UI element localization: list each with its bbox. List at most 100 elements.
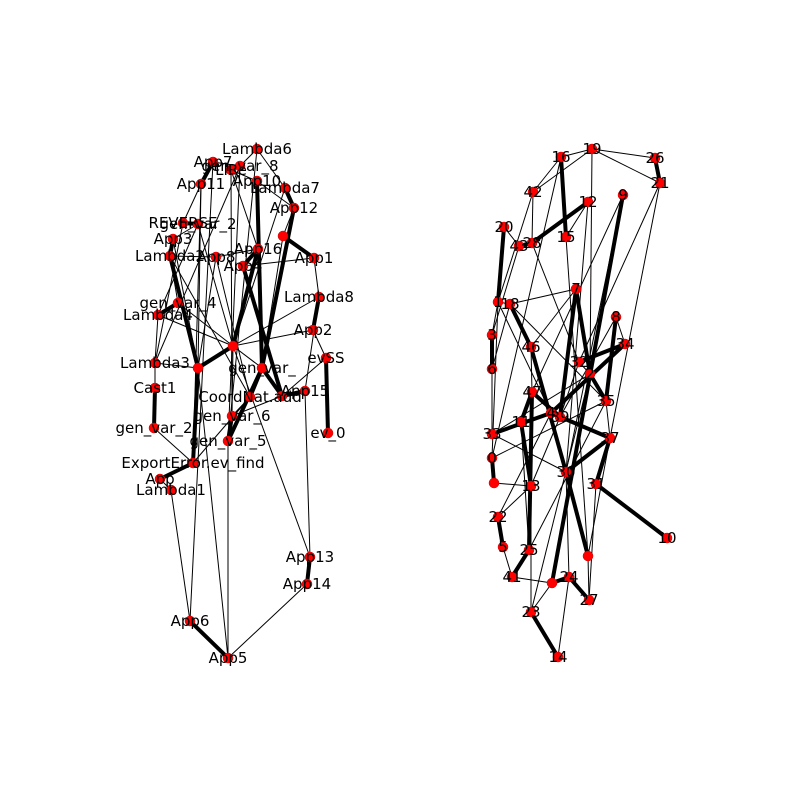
right-graph-label-26: 26	[645, 149, 664, 167]
right-graph-label-23: 23	[521, 603, 540, 621]
right-graph-edge	[550, 194, 625, 584]
right-graph-edge	[497, 301, 552, 414]
left-graph-edge	[241, 265, 284, 397]
left-graph-node-app5	[222, 652, 234, 664]
left-graph-node-app8	[210, 251, 222, 263]
left-graph-edge	[232, 345, 311, 558]
left-graph-edge	[230, 169, 259, 250]
left-graph-label-lambda6: Lambda6	[222, 140, 292, 158]
left-graph-node	[192, 362, 204, 374]
right-graph-node-11	[515, 416, 527, 428]
right-graph-edge	[509, 288, 577, 305]
left-graph-node	[277, 230, 289, 242]
right-graph-edge	[531, 191, 534, 244]
right-graph-label-21: 21	[650, 174, 669, 192]
right-graph-edge	[565, 201, 589, 238]
right-graph-edge	[491, 373, 591, 435]
right-graph-edge	[491, 245, 520, 336]
right-graph-label-1: 1	[493, 293, 503, 311]
right-graph-label-6: 6	[487, 360, 497, 378]
right-graph-edge	[565, 236, 589, 557]
right-graph-edge	[564, 471, 590, 557]
left-graph-label-app16: App16	[234, 240, 282, 258]
right-graph-edge	[557, 576, 570, 658]
right-graph-label-14: 14	[548, 648, 567, 666]
right-graph-edges	[490, 148, 669, 659]
right-graph-edge	[560, 148, 593, 158]
left-graph-edge	[168, 255, 200, 369]
right-graph-edge	[491, 301, 499, 336]
right-graph-edge	[530, 200, 590, 245]
left-graph-label-app8: App8	[197, 248, 236, 266]
left-graph-node-app3	[167, 233, 179, 245]
left-graph-edge	[324, 357, 330, 434]
right-graph-label-10: 10	[657, 529, 676, 547]
right-graph-label-43: 43	[509, 237, 528, 255]
left-graph-label-lambda2: Lambda2	[135, 247, 205, 265]
left-graph-label-gen-var-5: gen_var_5	[189, 432, 266, 451]
right-graph-node-41	[506, 571, 518, 583]
right-graph-edge	[589, 148, 593, 375]
left-graph-node-app14	[301, 578, 313, 590]
left-graph-node-app10	[251, 175, 263, 187]
right-graph-label-7: 7	[571, 280, 581, 298]
left-graph-label-app10: App10	[233, 172, 281, 190]
right-graph-node-23	[525, 606, 537, 618]
right-graph-label-9: 9	[618, 186, 628, 204]
right-graph-edge	[587, 555, 590, 601]
right-graph-node-20	[498, 221, 510, 233]
right-graph-node-7	[570, 283, 582, 295]
left-graph-edge	[170, 489, 191, 622]
right-graph-node-14	[552, 651, 564, 663]
right-graph-edge	[558, 288, 578, 418]
left-graph-edge	[154, 165, 241, 364]
left-graph-label-gen-var-6: gen_var_6	[193, 407, 270, 426]
right-graph-edge	[578, 342, 626, 364]
right-graph-edge	[591, 148, 656, 159]
left-graph-node-lambda6	[251, 143, 263, 155]
right-graph-label-11: 11	[511, 413, 530, 431]
left-graph-edge	[232, 187, 286, 347]
right-graph-edge	[594, 482, 669, 540]
right-graph-node-4	[545, 407, 557, 419]
right-graph-node-43	[513, 240, 525, 252]
right-graph-label-28: 28	[522, 234, 541, 252]
left-graph-label-gen-var-4: gen_var_4	[139, 294, 216, 313]
right-graph-label-13: 13	[521, 477, 540, 495]
left-graph-label-app7: App7	[194, 153, 233, 171]
right-graph-edge	[530, 582, 553, 613]
right-graph-node-32	[573, 356, 585, 368]
left-graph-node-app15	[299, 385, 311, 397]
left-graph-node-app11	[195, 178, 207, 190]
right-graph-edge	[565, 201, 589, 473]
left-graph-label-app: App	[145, 470, 174, 488]
left-graph-label-app2: App2	[294, 321, 333, 339]
left-graph-node	[227, 340, 239, 352]
right-graph-edge	[497, 412, 552, 518]
left-graph-node-lambda8	[313, 291, 325, 303]
right-graph-node-37	[604, 432, 616, 444]
right-graph-edge	[532, 156, 562, 193]
right-graph-edge	[527, 391, 534, 551]
right-graph-label-18: 18	[500, 295, 519, 313]
left-graph-edge	[153, 427, 194, 464]
left-graph-edge	[197, 367, 229, 659]
left-graph-label-app3: App3	[154, 230, 193, 248]
left-graph-label-lambda4: Lambda4	[123, 306, 193, 324]
left-graph-node-gen-var-8	[234, 160, 246, 172]
left-graph-edge	[188, 619, 230, 660]
right-graph-label-0: 0	[487, 449, 497, 467]
right-graph-node-42	[527, 186, 539, 198]
left-graph-label-app14: App14	[283, 575, 331, 593]
right-graph-edge	[496, 226, 506, 303]
right-graph-label-33: 33	[482, 425, 501, 443]
right-graph-label-35: 35	[596, 392, 615, 410]
right-graph-node-47	[526, 386, 538, 398]
right-graph-label-42: 42	[523, 183, 542, 201]
right-graph-label-15: 15	[556, 228, 575, 246]
right-graph-node-22	[492, 511, 504, 523]
left-graph-node-cast1	[149, 382, 161, 394]
right-graph-edge	[511, 576, 553, 584]
